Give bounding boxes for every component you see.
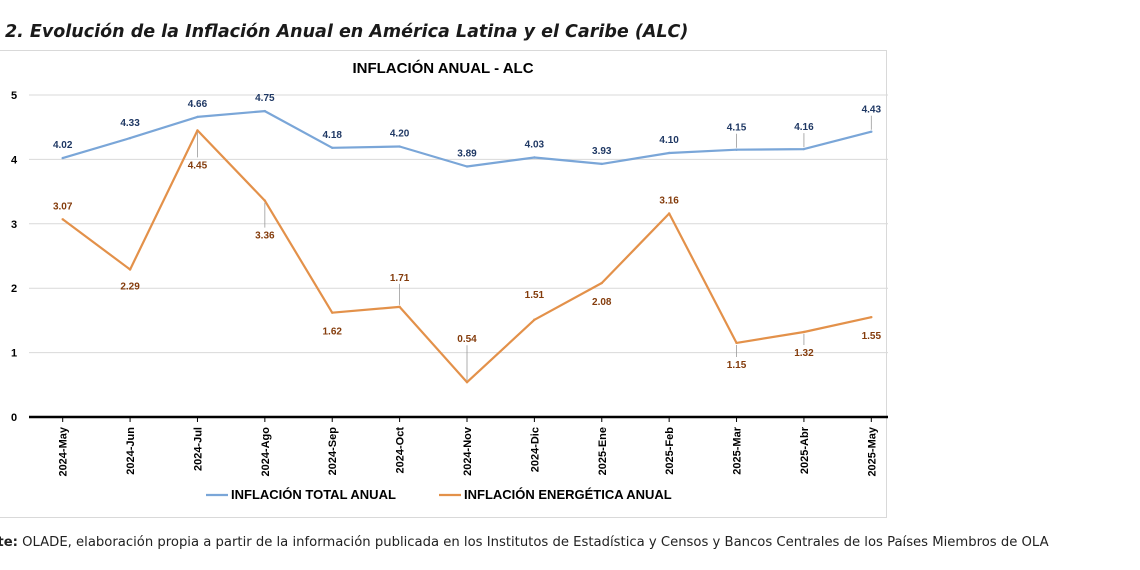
data-label-energy: 4.45 <box>188 160 208 171</box>
data-point-energy <box>870 315 873 319</box>
data-labels: 4.02 4.33 4.66 4.75 4.18 4.20 3.89 4.03 3.93 4.10… <box>53 93 882 371</box>
y-axis-ticks: 0 1 2 3 4 5 <box>11 90 18 424</box>
data-label-energy: 1.55 <box>862 331 882 342</box>
data-point-energy <box>61 218 64 221</box>
figure-caption: ura 2. Evolución de la Inflación Anual e… <box>0 22 689 42</box>
data-point-total <box>802 147 806 151</box>
x-tick-label: 2024-Jul <box>192 427 204 471</box>
data-point-energy <box>398 305 401 309</box>
data-point-total <box>196 115 199 119</box>
x-tick-label: 2025-Ene <box>597 427 609 475</box>
data-point-total <box>667 151 671 155</box>
data-label-total: 4.03 <box>525 139 545 150</box>
data-point-energy <box>196 129 199 132</box>
x-tick-label: 2024-Sep <box>327 427 339 476</box>
y-tick-label: 1 <box>11 348 17 360</box>
y-tick-label: 3 <box>11 219 17 231</box>
chart-frame: INFLACIÓN ANUAL - ALC 0 1 2 3 4 5 4.02 4.33 4.6… <box>0 50 888 518</box>
data-point-total <box>331 146 334 150</box>
data-point-total <box>465 165 469 168</box>
data-label-total: 4.75 <box>255 93 275 104</box>
data-label-total: 3.93 <box>592 146 612 157</box>
data-point-energy <box>600 281 603 285</box>
x-tick-label: 2024-Dic <box>529 427 541 472</box>
data-label-total: 4.16 <box>794 122 814 133</box>
data-point-total <box>600 162 603 166</box>
data-point-energy <box>263 199 267 202</box>
data-label-energy: 2.08 <box>592 297 612 308</box>
y-tick-label: 2 <box>11 283 17 295</box>
data-point-energy <box>802 330 806 334</box>
data-point-energy <box>667 212 671 215</box>
data-point-energy <box>735 341 738 345</box>
data-label-energy: 2.29 <box>120 282 140 293</box>
data-label-total: 4.66 <box>188 99 208 110</box>
data-label-energy: 1.71 <box>390 273 410 284</box>
x-tick-label: 2024-Ago <box>260 427 272 477</box>
data-label-total: 3.89 <box>457 148 477 159</box>
data-label-total: 4.20 <box>390 129 410 140</box>
data-label-total: 4.10 <box>659 135 679 146</box>
data-point-total <box>735 148 738 151</box>
data-label-energy: 0.54 <box>457 334 477 345</box>
data-label-energy: 1.15 <box>727 360 747 371</box>
data-label-total: 4.43 <box>862 105 882 116</box>
source-text: OLADE, elaboración propia a partir de la… <box>17 535 1049 550</box>
source-label: nte: <box>0 535 18 550</box>
legend-label-energy: INFLACIÓN ENERGÉTICA ANUAL <box>464 487 672 502</box>
data-point-total <box>263 109 267 113</box>
x-tick-label: 2024-Jun <box>125 427 137 475</box>
x-tick-label: 2025-May <box>866 426 878 476</box>
data-point-energy <box>465 381 469 384</box>
x-tick-label: 2024-Oct <box>395 427 407 474</box>
y-tick-label: 0 <box>11 412 17 424</box>
x-tick-label: 2024-Nov <box>462 426 474 476</box>
data-label-energy: 3.16 <box>659 195 679 206</box>
data-label-total: 4.02 <box>53 140 73 151</box>
y-tick-label: 4 <box>11 154 18 166</box>
data-point-energy <box>533 318 536 321</box>
x-tick-label: 2024-May <box>58 426 70 476</box>
legend-label-total: INFLACIÓN TOTAL ANUAL <box>231 487 396 502</box>
data-label-energy: 1.32 <box>794 348 814 359</box>
data-label-energy: 3.36 <box>255 231 275 242</box>
data-point-energy <box>128 268 132 271</box>
line-chart: INFLACIÓN ANUAL - ALC 0 1 2 3 4 5 4.02 4.33 4.6… <box>11 59 888 502</box>
x-axis-ticks: 2024-May 2024-Jun 2024-Jul 2024-Ago 2024-Sep… <box>58 417 878 477</box>
data-label-total: 4.18 <box>322 130 342 141</box>
data-label-total: 4.33 <box>120 118 140 129</box>
x-tick-label: 2025-Mar <box>732 426 744 474</box>
data-label-energy: 3.07 <box>53 201 73 212</box>
data-point-total <box>533 156 536 159</box>
data-point-total <box>870 130 873 133</box>
legend: INFLACIÓN TOTAL ANUAL INFLACIÓN ENERGÉTI… <box>206 487 672 502</box>
data-label-energy: 1.62 <box>322 327 342 338</box>
series-lines <box>61 109 873 384</box>
data-label-total: 4.15 <box>727 123 747 134</box>
x-tick-label: 2025-Abr <box>799 426 811 474</box>
data-point-total <box>398 145 401 148</box>
data-label-energy: 1.51 <box>525 290 545 301</box>
source-note: nte: OLADE, elaboración propia a partir … <box>0 535 1049 550</box>
x-tick-label: 2025-Feb <box>664 427 676 475</box>
label-leader-lines <box>197 115 872 381</box>
data-point-total <box>61 156 64 160</box>
gridlines <box>29 94 888 354</box>
y-tick-label: 5 <box>11 90 17 102</box>
data-point-energy <box>331 311 334 314</box>
data-point-total <box>128 136 132 140</box>
chart-title: INFLACIÓN ANUAL - ALC <box>352 59 533 77</box>
